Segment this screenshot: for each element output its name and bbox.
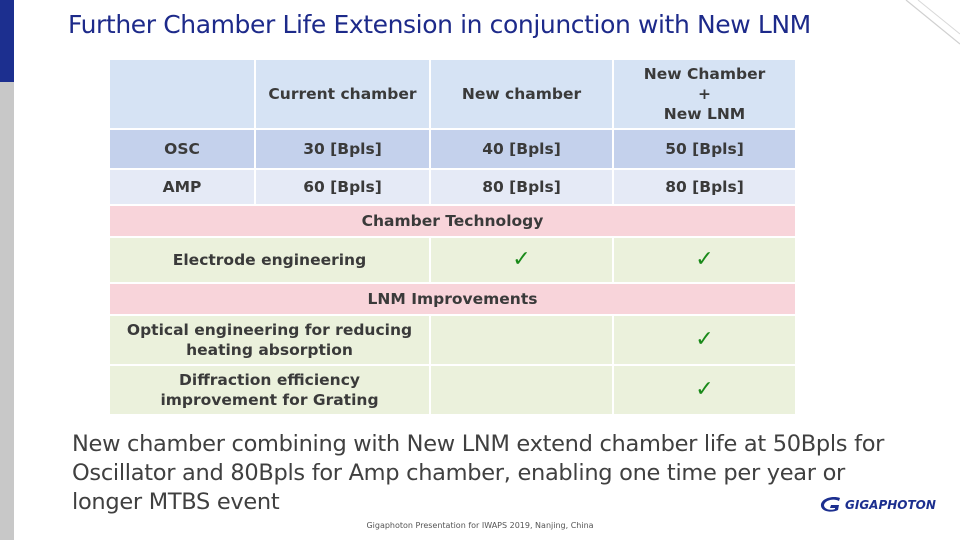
summary-text: New chamber combining with New LNM exten… <box>72 431 885 515</box>
gigaphoton-logo-icon <box>820 496 840 512</box>
table-header-row: Current chamber New chamber New Chamber … <box>108 58 797 130</box>
empty-cell <box>429 314 614 366</box>
comparison-table: Current chamber New chamber New Chamber … <box>108 58 797 416</box>
left-side-bar <box>0 82 14 540</box>
check-icon: ✓ <box>429 236 614 284</box>
check-icon: ✓ <box>612 314 797 366</box>
check-icon: ✓ <box>612 364 797 416</box>
check-icon: ✓ <box>612 236 797 284</box>
gigaphoton-logo: GIGAPHOTON <box>818 496 936 514</box>
feature-label: Diffraction efficiency improvement for G… <box>108 364 431 416</box>
row-label: OSC <box>108 128 256 170</box>
slide-title: Further Chamber Life Extension in conjun… <box>68 10 811 39</box>
header-new-chamber-lnm: New Chamber + New LNM <box>612 58 797 130</box>
section-title: LNM Improvements <box>108 282 797 316</box>
value-cell: 80 [Bpls] <box>612 168 797 206</box>
logo-text: GIGAPHOTON <box>845 498 936 512</box>
value-cell: 80 [Bpls] <box>429 168 614 206</box>
value-cell: 40 [Bpls] <box>429 128 614 170</box>
empty-cell <box>429 364 614 416</box>
left-accent-bar <box>0 0 14 82</box>
feature-row-electrode: Electrode engineering ✓ ✓ <box>108 236 797 284</box>
value-cell: 60 [Bpls] <box>254 168 431 206</box>
feature-label: Electrode engineering <box>108 236 431 284</box>
header-empty-cell <box>108 58 256 130</box>
section-row-lnm-improvements: LNM Improvements <box>108 282 797 316</box>
table-row-osc: OSC 30 [Bpls] 40 [Bpls] 50 [Bpls] <box>108 128 797 170</box>
footer-text: Gigaphoton Presentation for IWAPS 2019, … <box>366 521 594 530</box>
value-cell: 30 [Bpls] <box>254 128 431 170</box>
feature-label: Optical engineering for reducing heating… <box>108 314 431 366</box>
header-new-chamber: New chamber <box>429 58 614 130</box>
section-row-chamber-technology: Chamber Technology <box>108 204 797 238</box>
feature-row-diffraction: Diffraction efficiency improvement for G… <box>108 364 797 416</box>
corner-decoration-icon <box>905 0 960 45</box>
section-title: Chamber Technology <box>108 204 797 238</box>
row-label: AMP <box>108 168 256 206</box>
table-row-amp: AMP 60 [Bpls] 80 [Bpls] 80 [Bpls] <box>108 168 797 206</box>
header-current-chamber: Current chamber <box>254 58 431 130</box>
feature-row-optical: Optical engineering for reducing heating… <box>108 314 797 366</box>
value-cell: 50 [Bpls] <box>612 128 797 170</box>
